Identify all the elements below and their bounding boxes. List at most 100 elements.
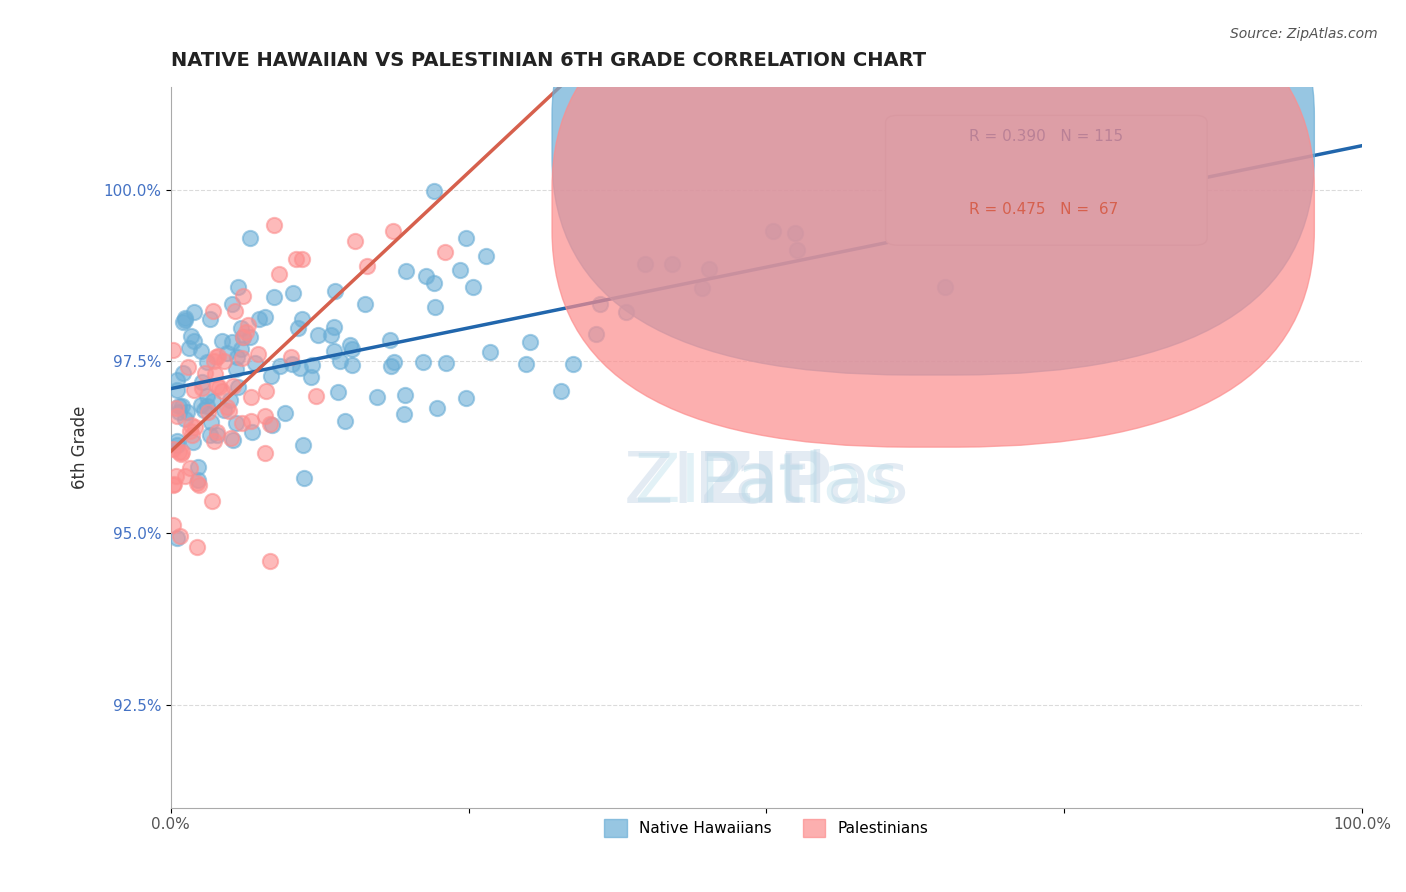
Point <box>173 312 195 326</box>
Point <box>301 358 323 372</box>
Point <box>697 262 720 277</box>
Point <box>354 297 377 311</box>
Point <box>335 414 357 428</box>
Point <box>211 334 233 348</box>
Point <box>162 442 184 457</box>
Point <box>356 259 378 273</box>
Legend: Native Hawaiians, Palestinians: Native Hawaiians, Palestinians <box>598 813 935 843</box>
Point <box>200 415 222 429</box>
Point <box>218 392 240 407</box>
Point <box>323 284 346 298</box>
Point <box>226 380 249 394</box>
Point <box>173 311 195 326</box>
Point <box>180 329 202 343</box>
Point <box>288 360 311 375</box>
Point <box>165 401 187 415</box>
Point <box>166 438 188 452</box>
Point <box>479 344 502 359</box>
Point <box>222 378 245 392</box>
Point <box>426 401 449 415</box>
Point <box>269 359 291 374</box>
Point <box>194 366 217 380</box>
Text: Source: ZipAtlas.com: Source: ZipAtlas.com <box>1230 27 1378 41</box>
FancyBboxPatch shape <box>553 0 1315 375</box>
Point <box>231 342 253 356</box>
Point <box>202 434 225 448</box>
Point <box>449 263 471 277</box>
Point <box>412 355 434 369</box>
Point <box>381 224 404 238</box>
Point <box>174 468 197 483</box>
Point <box>259 554 281 568</box>
Point <box>231 416 253 430</box>
Point <box>180 417 202 432</box>
Point <box>226 350 249 364</box>
Point <box>169 529 191 543</box>
Point <box>515 357 537 371</box>
Text: R = 0.390   N = 115: R = 0.390 N = 115 <box>969 129 1123 145</box>
Point <box>195 400 218 414</box>
Point <box>200 312 222 326</box>
Point <box>284 252 307 266</box>
Point <box>344 234 367 248</box>
Point <box>169 399 191 413</box>
Point <box>198 427 221 442</box>
Point <box>172 445 194 459</box>
Point <box>254 310 277 325</box>
Point <box>395 264 418 278</box>
Point <box>425 300 447 314</box>
Point <box>434 355 457 369</box>
Point <box>205 350 228 364</box>
Point <box>243 356 266 370</box>
Point <box>177 359 200 374</box>
Point <box>323 344 346 359</box>
Point <box>211 384 233 399</box>
Point <box>329 354 352 368</box>
Point <box>690 281 713 295</box>
FancyBboxPatch shape <box>553 0 1315 447</box>
Point <box>232 289 254 303</box>
Point <box>299 370 322 384</box>
Point <box>280 350 302 364</box>
Point <box>382 355 405 369</box>
Point <box>165 468 187 483</box>
Point <box>163 476 186 491</box>
Text: ZIPatlas: ZIPatlas <box>624 449 910 517</box>
Point <box>202 303 225 318</box>
Text: ZIPatlas: ZIPatlas <box>634 450 898 516</box>
Point <box>235 326 257 340</box>
Point <box>226 279 249 293</box>
Point <box>187 473 209 487</box>
Point <box>208 379 231 393</box>
Point <box>229 321 252 335</box>
Point <box>239 330 262 344</box>
Point <box>179 424 201 438</box>
Point <box>762 224 785 238</box>
Point <box>634 257 657 271</box>
Point <box>461 280 484 294</box>
Point <box>254 446 277 460</box>
Point <box>240 425 263 439</box>
Point <box>217 346 239 360</box>
Point <box>186 476 208 491</box>
Point <box>166 532 188 546</box>
Point <box>179 341 201 355</box>
Point <box>259 417 281 431</box>
Point <box>170 448 193 462</box>
Point <box>181 434 204 449</box>
Point <box>167 404 190 418</box>
Point <box>454 231 477 245</box>
Y-axis label: 6th Grade: 6th Grade <box>72 406 89 489</box>
Point <box>239 390 262 404</box>
Point <box>187 460 209 475</box>
Point <box>166 409 188 424</box>
Point <box>589 297 612 311</box>
Point <box>254 384 277 399</box>
Point <box>193 403 215 417</box>
Point <box>214 403 236 417</box>
Point <box>392 407 415 421</box>
Point <box>184 420 207 434</box>
Point <box>221 335 243 350</box>
Point <box>195 354 218 368</box>
Point <box>292 471 315 485</box>
